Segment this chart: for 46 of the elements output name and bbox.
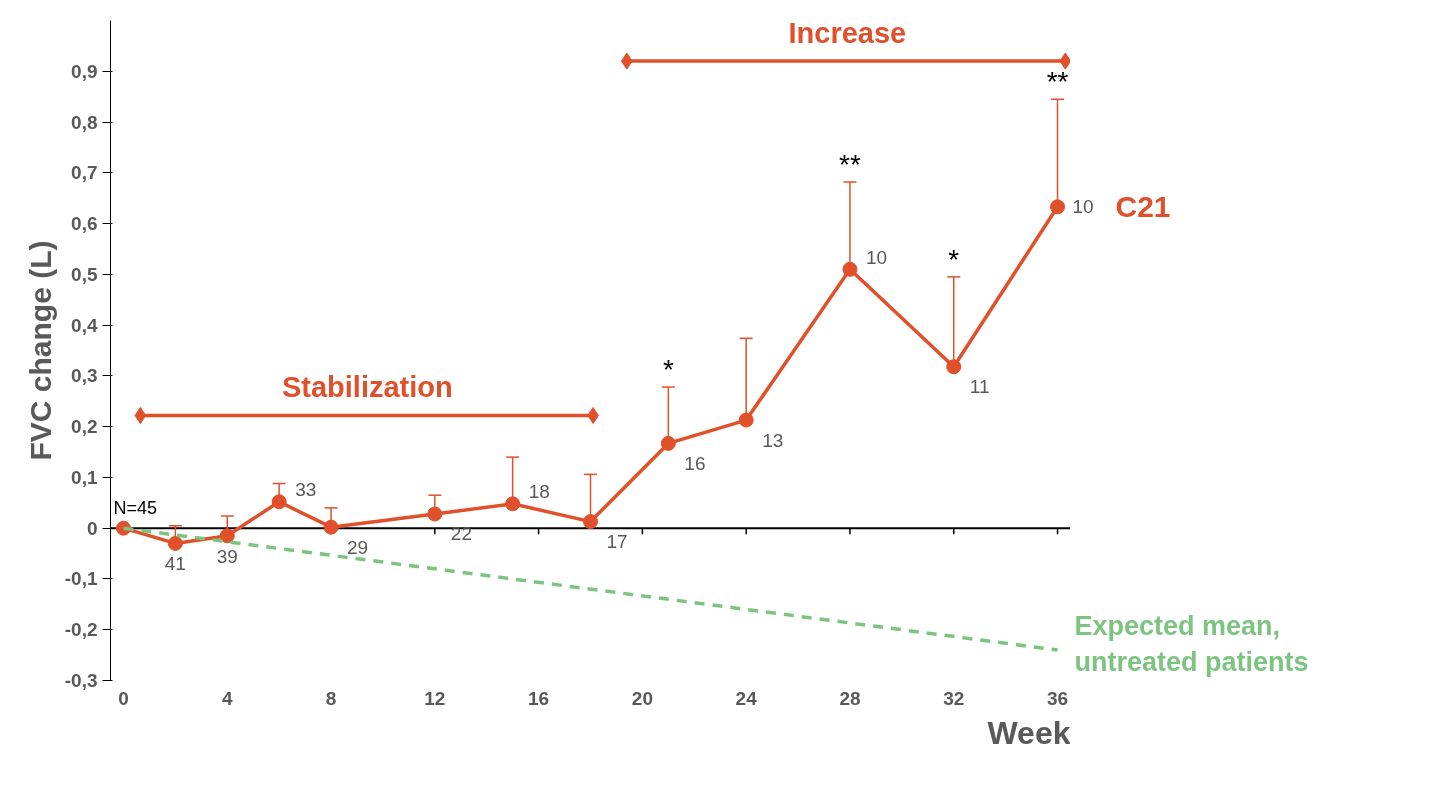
- x-tick-label: 32: [943, 687, 965, 709]
- y-tick-label: 0,7: [71, 162, 98, 184]
- y-axis-title: FVC change (L): [23, 240, 57, 461]
- annotation: 11: [969, 376, 990, 398]
- annotation: *: [948, 243, 960, 275]
- annotation: 39: [216, 545, 238, 567]
- x-tick-label: 28: [839, 687, 861, 709]
- annotation: N=45: [113, 498, 158, 519]
- annotation: **: [839, 148, 861, 180]
- y-tick-label: 0,4: [71, 314, 98, 336]
- annotation: 29: [347, 536, 369, 558]
- y-tick-label: 0,5: [71, 263, 98, 285]
- annotation: 17: [606, 531, 628, 553]
- annotation: 18: [528, 481, 550, 503]
- x-tick-label: 8: [325, 687, 337, 709]
- y-tick-label: 0,6: [71, 213, 98, 235]
- x-tick-label: 20: [631, 687, 653, 709]
- annotation: 13: [762, 429, 784, 451]
- annotation: 10: [1072, 196, 1094, 218]
- x-tick-label: 4: [221, 687, 233, 709]
- y-tick-label: 0: [86, 517, 98, 539]
- x-tick-label: 36: [1046, 687, 1069, 709]
- annotation: Stabilization: [281, 371, 453, 404]
- x-tick-label: 0: [118, 687, 129, 709]
- series-label: Expected mean, untreated patients: [1074, 611, 1309, 678]
- annotation: 41: [164, 553, 186, 575]
- y-tick-label: 0,9: [71, 60, 98, 82]
- y-tick-label: -0,1: [64, 568, 98, 590]
- series-label: C21: [1115, 190, 1171, 224]
- y-tick-label: 0,8: [71, 111, 98, 133]
- annotation: 33: [295, 479, 317, 501]
- annotation: 16: [684, 452, 706, 474]
- y-tick-label: 0,2: [71, 416, 98, 438]
- x-tick-label: 12: [424, 687, 446, 709]
- annotation: 22: [450, 523, 472, 545]
- x-axis-title: Week: [987, 714, 1071, 751]
- annotation: 10: [865, 246, 888, 268]
- y-tick-label: -0,3: [64, 670, 98, 691]
- x-tick-label: 16: [528, 687, 550, 709]
- annotation: Increase: [788, 17, 907, 50]
- y-tick-label: -0,2: [64, 619, 98, 641]
- y-tick-label: 0,1: [71, 466, 98, 488]
- y-tick-label: 0,3: [71, 365, 98, 387]
- x-tick-label: 24: [735, 687, 758, 709]
- annotation: *: [662, 354, 674, 386]
- annotation: **: [1046, 66, 1069, 98]
